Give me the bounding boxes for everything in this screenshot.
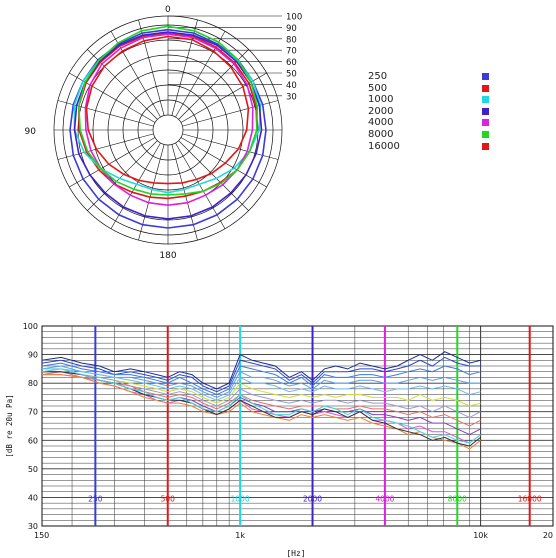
polar-series-line <box>85 35 250 185</box>
response-series-line <box>42 371 481 447</box>
legend-label: 8000 <box>368 128 394 140</box>
x-tick-label: 10k <box>473 531 488 540</box>
legend-entry: 2000 <box>368 106 498 118</box>
polar-grid-spoke <box>178 140 249 211</box>
polar-radial-tick-label: 40 <box>286 81 297 91</box>
response-series-line <box>41 368 481 407</box>
y-tick-label: 70 <box>28 408 38 417</box>
legend-label: 2000 <box>368 105 394 117</box>
frequency-marker-label: 500 <box>161 495 176 504</box>
frequency-marker-label: 2000 <box>303 495 322 504</box>
y-tick-label: 30 <box>28 522 38 531</box>
legend-swatch <box>482 142 489 150</box>
legend-swatch <box>482 130 489 138</box>
response-series-line <box>41 371 481 427</box>
x-tick-label: 20 <box>543 531 553 540</box>
frequency-marker-label: 8000 <box>448 495 467 504</box>
polar-radial-tick-label: 90 <box>286 24 297 34</box>
legend-entry: 250 <box>368 71 498 83</box>
x-axis-label: [Hz] <box>286 549 305 558</box>
polar-grid-circle <box>152 114 184 146</box>
response-series-line <box>42 368 481 401</box>
response-series-line <box>41 351 481 390</box>
legend-entry: 8000 <box>368 129 498 141</box>
legend-entry: 500 <box>368 83 498 95</box>
legend-swatch <box>482 107 489 115</box>
legend-swatch <box>482 96 489 104</box>
response-series-line <box>41 356 481 393</box>
frequency-marker-label: 4000 <box>375 495 394 504</box>
y-tick-label: 40 <box>28 493 38 502</box>
polar-series-line <box>77 25 259 196</box>
polar-series-line <box>84 33 254 207</box>
x-tick-label: 150 <box>34 531 49 540</box>
x-tick-label: 1k <box>235 531 245 540</box>
legend-swatch <box>482 119 489 127</box>
y-tick-label: 50 <box>28 465 38 474</box>
legend-label: 500 <box>368 82 388 94</box>
response-series-line <box>42 371 481 418</box>
y-tick-label: 90 <box>28 351 38 360</box>
response-series-line <box>41 368 481 444</box>
polar-radial-tick-label: 30 <box>286 92 297 102</box>
legend-label: 250 <box>368 71 388 82</box>
polar-radial-tick-label: 70 <box>286 47 297 57</box>
legend-swatch <box>482 73 489 80</box>
legend-entry: 4000 <box>368 117 498 129</box>
legend-label: 16000 <box>368 140 400 152</box>
y-tick-label: 80 <box>28 379 38 388</box>
polar-radial-tick-label: 100 <box>286 13 302 23</box>
response-series-line <box>41 362 481 396</box>
legend-entry: 16000 <box>368 141 498 153</box>
polar-angle-label: 180 <box>159 251 176 261</box>
y-tick-label: 60 <box>28 436 38 445</box>
polar-radial-tick-label: 60 <box>286 58 297 68</box>
frequency-marker-label: 1000 <box>231 495 250 504</box>
legend-label: 1000 <box>368 94 394 106</box>
y-tick-label: 100 <box>23 322 38 331</box>
polar-angle-label: 0 <box>165 5 171 15</box>
polar-series-line <box>77 32 258 200</box>
y-axis-label: [dB re 20u Pa] <box>5 394 14 457</box>
legend-label: 4000 <box>368 117 394 129</box>
polar-radial-tick-label: 50 <box>286 70 297 80</box>
legend-swatch <box>482 84 489 92</box>
response-series-line <box>42 371 481 436</box>
frequency-marker-label: 250 <box>88 495 103 504</box>
polar-radial-tick-label: 80 <box>286 35 297 45</box>
polar-series-line <box>73 31 262 194</box>
frequency-marker-label: 16000 <box>518 495 542 504</box>
polar-angle-label: 90 <box>25 127 37 137</box>
legend-entry: 1000 <box>368 94 498 106</box>
polar-legend: 250 500 1000 2000 4000 8000 16000 <box>368 71 498 152</box>
frequency-response-chart: 30 40 50 60 70 80 90 100 150 1k 10k 20 [Hz] [dB re 20… <box>5 322 554 558</box>
response-series-line <box>41 365 481 398</box>
plot-frame <box>41 325 554 527</box>
